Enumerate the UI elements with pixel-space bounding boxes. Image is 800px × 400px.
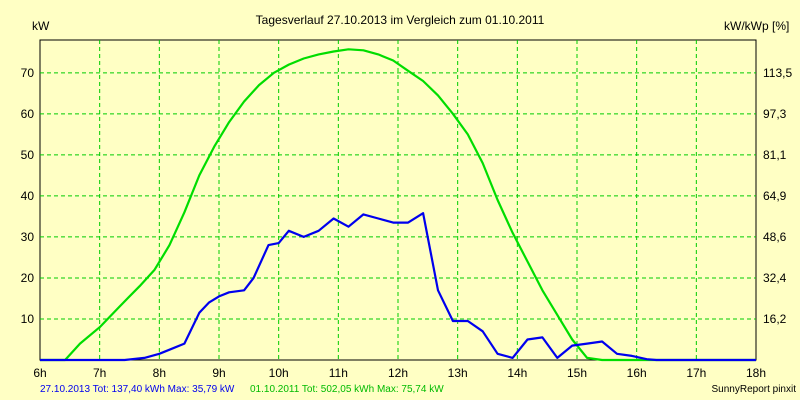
x-tick-label: 9h [212,366,225,380]
x-tick-label: 15h [567,366,587,380]
y-tick-label-left: 50 [21,148,35,162]
series-line-27-10-2013 [40,212,756,362]
y-tick-label-right: 64,9 [763,189,787,203]
y-tick-label-left: 20 [21,271,35,285]
y-axis-left: 10 20 30 40 50 60 70 [21,66,35,326]
x-tick-label: 17h [686,366,706,380]
y-axis-label-right: kW/kWp [%] [724,19,789,33]
series-layer [40,48,756,362]
x-tick-label: 12h [388,366,408,380]
y-axis-label-left: kW [32,19,50,33]
y-tick-label-left: 30 [21,230,35,244]
y-tick-label-right: 81,1 [763,148,787,162]
legend-series-2: 01.10.2011 Tot: 502,05 kWh Max: 75,74 kW [250,384,444,395]
x-tick-label: 18h [746,366,766,380]
x-tick-label: 10h [269,366,289,380]
y-tick-label-left: 60 [21,107,35,121]
x-tick-label: 14h [507,366,527,380]
y-tick-label-left: 10 [21,312,35,326]
y-tick-label-left: 40 [21,189,35,203]
chart-title: Tagesverlauf 27.10.2013 im Vergleich zum… [256,13,545,27]
y-tick-label-right: 48,6 [763,230,787,244]
footer-credit: SunnyReport pinxit [712,384,797,395]
plot-area [39,39,757,361]
x-tick-label: 7h [93,366,106,380]
y-tick-label-right: 97,3 [763,107,787,121]
x-tick-label: 8h [153,366,166,380]
x-tick-label: 13h [448,366,468,380]
y-tick-label-right: 16,2 [763,312,787,326]
y-tick-label-left: 70 [21,66,35,80]
x-tick-label: 11h [329,366,348,380]
y-tick-label-right: 32,4 [763,271,787,285]
series-line-01-10-2011 [40,48,756,362]
x-axis: 6h 7h 8h 9h 10h 11h 12h 13h 14h 15h 16h 17h 18h [33,366,766,380]
grid [40,40,756,360]
legend-series-1: 27.10.2013 Tot: 137,40 kWh Max: 35,79 kW [40,384,235,395]
x-tick-label: 6h [33,366,46,380]
y-axis-right: 16,2 32,4 48,6 64,9 81,1 97,3 113,5 [763,66,792,326]
x-tick-label: 16h [627,366,647,380]
y-tick-label-right: 113,5 [763,66,792,80]
